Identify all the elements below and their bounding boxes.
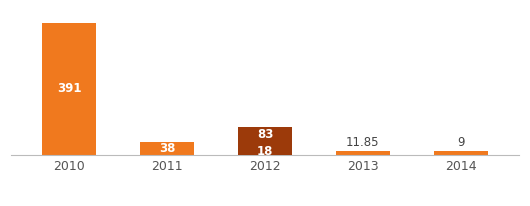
Text: 9: 9 [457, 136, 464, 150]
Text: 391: 391 [57, 82, 82, 95]
Bar [238, 149, 292, 154]
Text: Source : EDF: Source : EDF [8, 186, 83, 200]
Bar [42, 23, 96, 154]
Bar [140, 142, 194, 154]
Bar [238, 127, 292, 154]
Text: 18: 18 [257, 145, 273, 158]
Text: 11.85: 11.85 [346, 136, 379, 149]
Bar [434, 151, 488, 154]
Text: 83: 83 [257, 128, 273, 141]
Text: 38: 38 [159, 142, 175, 155]
Bar [336, 151, 390, 154]
